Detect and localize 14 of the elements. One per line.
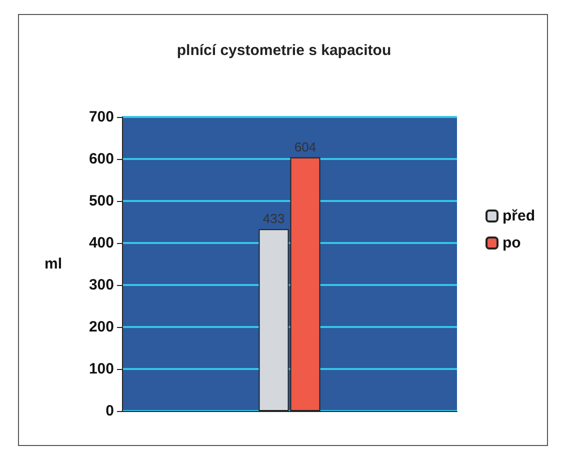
y-tick-label: 200 [88,318,114,336]
y-axis-title: ml [44,256,62,272]
y-tick-label: 100 [88,360,114,378]
data-label: 604 [294,139,316,154]
y-tick-label: 0 [106,402,114,420]
y-tick-label: 400 [88,234,114,252]
legend-label: po [502,234,521,252]
y-tick-label: 500 [88,192,114,210]
legend-label: před [502,208,536,224]
data-label: 433 [262,211,285,226]
y-tick-label: 600 [88,150,114,168]
chart-title: plnící cystometrie s kapacitou [176,42,392,59]
y-tick-label: 700 [88,108,114,126]
y-tick-label: 300 [88,276,114,294]
